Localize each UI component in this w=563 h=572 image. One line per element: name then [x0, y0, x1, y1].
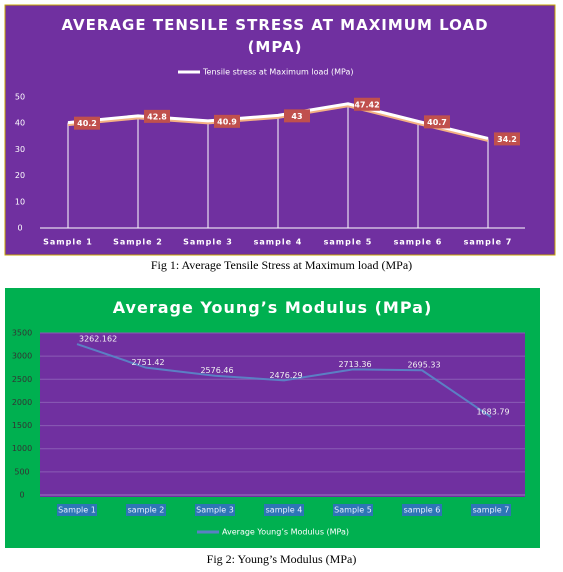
- line-shadow: [67, 104, 489, 142]
- data-label: 40.2: [77, 119, 97, 128]
- x-tick-label: sample 6: [394, 238, 443, 247]
- x-tick-label: Sample 3: [196, 506, 234, 515]
- y-tick-label: 2000: [12, 398, 32, 407]
- category-highlight: [57, 504, 97, 516]
- category-highlight: [402, 504, 442, 516]
- chart-title: Average Young’s Modulus (MPa): [112, 298, 433, 317]
- chart-title: AVERAGE TENSILE STRESS AT MAXIMUM LOAD (…: [61, 16, 489, 56]
- x-tick-label: Sample 1: [58, 506, 96, 515]
- data-label-box: [354, 97, 380, 111]
- data-label: 2476.29: [269, 371, 302, 380]
- x-tick-label: Sample 5: [334, 506, 372, 515]
- y-tick-label: 0: [19, 491, 24, 500]
- category-highlight: [333, 504, 373, 516]
- data-label: 1683.79: [476, 408, 509, 417]
- data-label-box: [214, 114, 240, 128]
- legend-label: Tensile stress at Maximum load (MPa): [202, 68, 354, 77]
- data-label: 42.8: [147, 112, 167, 121]
- data-label: 2695.33: [407, 361, 440, 370]
- x-tick-label: sample 4: [254, 238, 303, 247]
- x-tick-label: sample 6: [404, 506, 441, 515]
- chart-1-background: [4, 4, 556, 256]
- figure-caption: Fig 1: Average Tensile Stress at Maximum…: [150, 258, 413, 272]
- y-tick-label: 30: [15, 145, 25, 154]
- x-tick-label: Sample 2: [113, 238, 163, 247]
- legend-label: Average Young’s Modulus (MPa): [222, 528, 349, 537]
- figure-caption: Fig 2: Young’s Modulus (MPa): [206, 552, 357, 566]
- chart-2-plot-area: [40, 333, 525, 497]
- y-tick-label: 50: [15, 93, 25, 102]
- data-label: 34.2: [497, 135, 517, 144]
- category-highlight: [471, 504, 511, 516]
- x-tick-label: Sample 3: [183, 238, 233, 247]
- y-tick-label: 1500: [12, 421, 32, 430]
- x-tick-label: sample 7: [473, 506, 510, 515]
- data-label: 40.9: [217, 117, 237, 126]
- data-label-box: [284, 109, 310, 123]
- x-tick-label: sample 5: [324, 238, 373, 247]
- x-tick-label: sample 4: [266, 506, 303, 515]
- series-line: [67, 102, 489, 140]
- series-line: [76, 343, 492, 418]
- data-label: 2713.36: [338, 360, 371, 369]
- x-tick-label: sample 2: [128, 506, 165, 515]
- y-tick-label: 20: [15, 171, 25, 180]
- category-highlight: [195, 504, 235, 516]
- data-label-box: [144, 109, 170, 123]
- y-tick-label: 2500: [12, 375, 32, 384]
- data-label-box: [494, 132, 520, 146]
- y-tick-label: 3500: [12, 329, 32, 338]
- x-tick-label: sample 7: [464, 238, 513, 247]
- y-tick-label: 10: [15, 197, 25, 206]
- data-label: 40.7: [427, 118, 447, 127]
- y-tick-label: 500: [14, 467, 29, 476]
- y-tick-label: 1000: [12, 444, 32, 453]
- y-tick-label: 40: [15, 119, 25, 128]
- category-highlight: [264, 504, 304, 516]
- x-tick-label: Sample 1: [43, 238, 93, 247]
- y-tick-label: 0: [17, 224, 22, 233]
- category-highlight: [126, 504, 166, 516]
- data-label: 2576.46: [200, 366, 233, 375]
- data-label: 3262.162: [79, 335, 117, 344]
- data-label: 47.42: [354, 100, 379, 109]
- y-tick-label: 3000: [12, 352, 32, 361]
- data-label: 43: [291, 112, 302, 121]
- data-label-box: [424, 115, 450, 129]
- data-label-box: [74, 116, 100, 130]
- data-label: 2751.42: [131, 358, 164, 367]
